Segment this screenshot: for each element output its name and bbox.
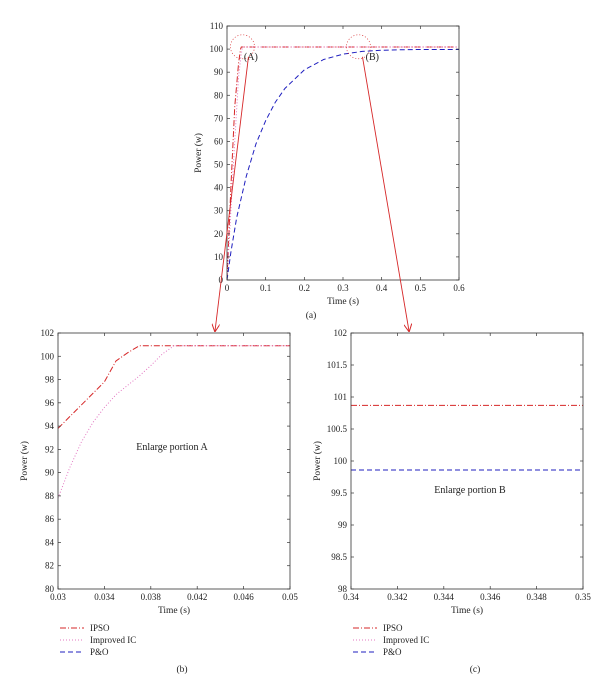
y-tick-label: 96 — [45, 398, 55, 408]
y-tick-label: 94 — [45, 421, 55, 431]
y-tick-label: 70 — [214, 113, 224, 123]
x-axis-label: Time (s) — [451, 605, 483, 616]
legend-label: IPSO — [90, 623, 110, 633]
legend-label: Improved IC — [383, 635, 429, 645]
enlarge-annotation: Enlarge portion A — [136, 442, 208, 453]
x-tick-label: 0.046 — [233, 592, 254, 602]
y-axis-label: Power (w) — [193, 133, 204, 173]
series-group — [227, 46, 459, 280]
panel-label: (a) — [306, 310, 317, 321]
y-tick-label: 86 — [45, 514, 55, 524]
x-tick-label: 0.042 — [187, 592, 207, 602]
y-tick-label: 98 — [338, 584, 348, 594]
y-tick-label: 40 — [214, 183, 224, 193]
plot-frame — [57, 332, 291, 590]
y-tick-label: 98.5 — [331, 552, 347, 562]
plot-frame — [226, 25, 460, 281]
x-tick-label: 0.344 — [434, 592, 455, 602]
chart-a: 0 0.1 0.2 0.3 0.4 0.5 0.6010203040506070809010… — [193, 21, 465, 321]
x-tick-label: 0.346 — [480, 592, 501, 602]
chart-c: 0.34 0.342 0.344 0.346 0.348 0.35 98 98.5 99 99.5… — [312, 328, 591, 675]
x-axis-label: Time (s) — [158, 605, 190, 616]
y-tick-label: 10 — [214, 252, 224, 262]
x-tick-label: 0.05 — [282, 592, 298, 602]
series-line-improved-ic — [227, 46, 459, 280]
connector-arrow-a — [215, 56, 249, 331]
x-axis-label: Time (s) — [327, 296, 359, 307]
annotation-text: (A) — [244, 52, 258, 63]
connector-arrow-b — [362, 56, 409, 331]
y-tick-label: 82 — [45, 561, 54, 571]
x-tick-label: 0.5 — [415, 283, 427, 293]
x-tick-label: 0.034 — [94, 592, 115, 602]
legend-label: IPSO — [383, 623, 403, 633]
x-tick-label: 0.03 — [50, 592, 66, 602]
y-tick-label: 100.5 — [327, 424, 348, 434]
y-tick-label: 84 — [45, 537, 55, 547]
y-tick-label: 99 — [338, 520, 348, 530]
x-tick-label: 0.6 — [453, 283, 465, 293]
series-group — [351, 404, 583, 471]
legend-label: P&O — [383, 647, 402, 657]
y-tick-label: 30 — [214, 206, 224, 216]
panel-label: (c) — [470, 664, 481, 675]
legend-label: Improved IC — [90, 635, 136, 645]
y-tick-label: 100 — [41, 351, 55, 361]
y-tick-label: 110 — [210, 21, 224, 31]
legend-label: P&O — [90, 647, 109, 657]
y-tick-label: 102 — [334, 328, 348, 338]
plot-frame — [350, 332, 584, 590]
x-tick-label: 0.34 — [343, 592, 359, 602]
y-tick-label: 50 — [214, 160, 224, 170]
y-tick-label: 92 — [45, 444, 54, 454]
x-tick-label: 0.3 — [337, 283, 349, 293]
y-tick-label: 88 — [45, 491, 55, 501]
series-line-p-o — [227, 48, 459, 280]
y-tick-label: 20 — [214, 229, 224, 239]
legend: IPSO Improved IC P&O — [60, 623, 136, 657]
panel-label: (b) — [176, 664, 187, 675]
enlarge-annotation: Enlarge portion B — [434, 485, 506, 496]
y-tick-label: 90 — [214, 67, 224, 77]
y-axis-label: Power (w) — [312, 441, 323, 481]
y-tick-label: 102 — [41, 328, 55, 338]
y-axis-label: Power (w) — [19, 441, 30, 481]
chart-b: 0.03 0.034 0.038 0.042 0.046 0.05 80 82 84 86 88 90… — [19, 328, 298, 675]
y-tick-label: 80 — [45, 584, 55, 594]
series-line-ipso — [227, 46, 459, 280]
y-tick-label: 100 — [210, 44, 224, 54]
x-tick-label: 0.2 — [299, 283, 310, 293]
x-tick-label: 0.342 — [387, 592, 407, 602]
series-line-improved-ic — [58, 345, 290, 499]
x-tick-label: 0.038 — [141, 592, 162, 602]
y-tick-label: 90 — [45, 468, 55, 478]
zoom-circle — [346, 34, 371, 60]
x-tick-label: 0.348 — [526, 592, 547, 602]
y-tick-label: 80 — [214, 90, 224, 100]
annotation-text: (B) — [366, 52, 379, 63]
y-tick-label: 100 — [334, 456, 348, 466]
x-tick-label: 0.1 — [260, 283, 271, 293]
x-tick-label: 0.35 — [575, 592, 591, 602]
y-tick-label: 101.5 — [327, 360, 348, 370]
y-tick-label: 98 — [45, 375, 55, 385]
y-tick-label: 99.5 — [331, 488, 347, 498]
y-tick-label: 60 — [214, 136, 224, 146]
series-group — [58, 345, 290, 499]
x-tick-label: 0.4 — [376, 283, 388, 293]
zoom-circle — [230, 34, 255, 60]
series-line-ipso — [58, 345, 290, 429]
y-tick-label: 101 — [334, 392, 348, 402]
legend: IPSO Improved IC P&O — [353, 623, 429, 657]
zoom-connectors — [215, 56, 409, 331]
x-tick-label: 0 — [225, 283, 230, 293]
